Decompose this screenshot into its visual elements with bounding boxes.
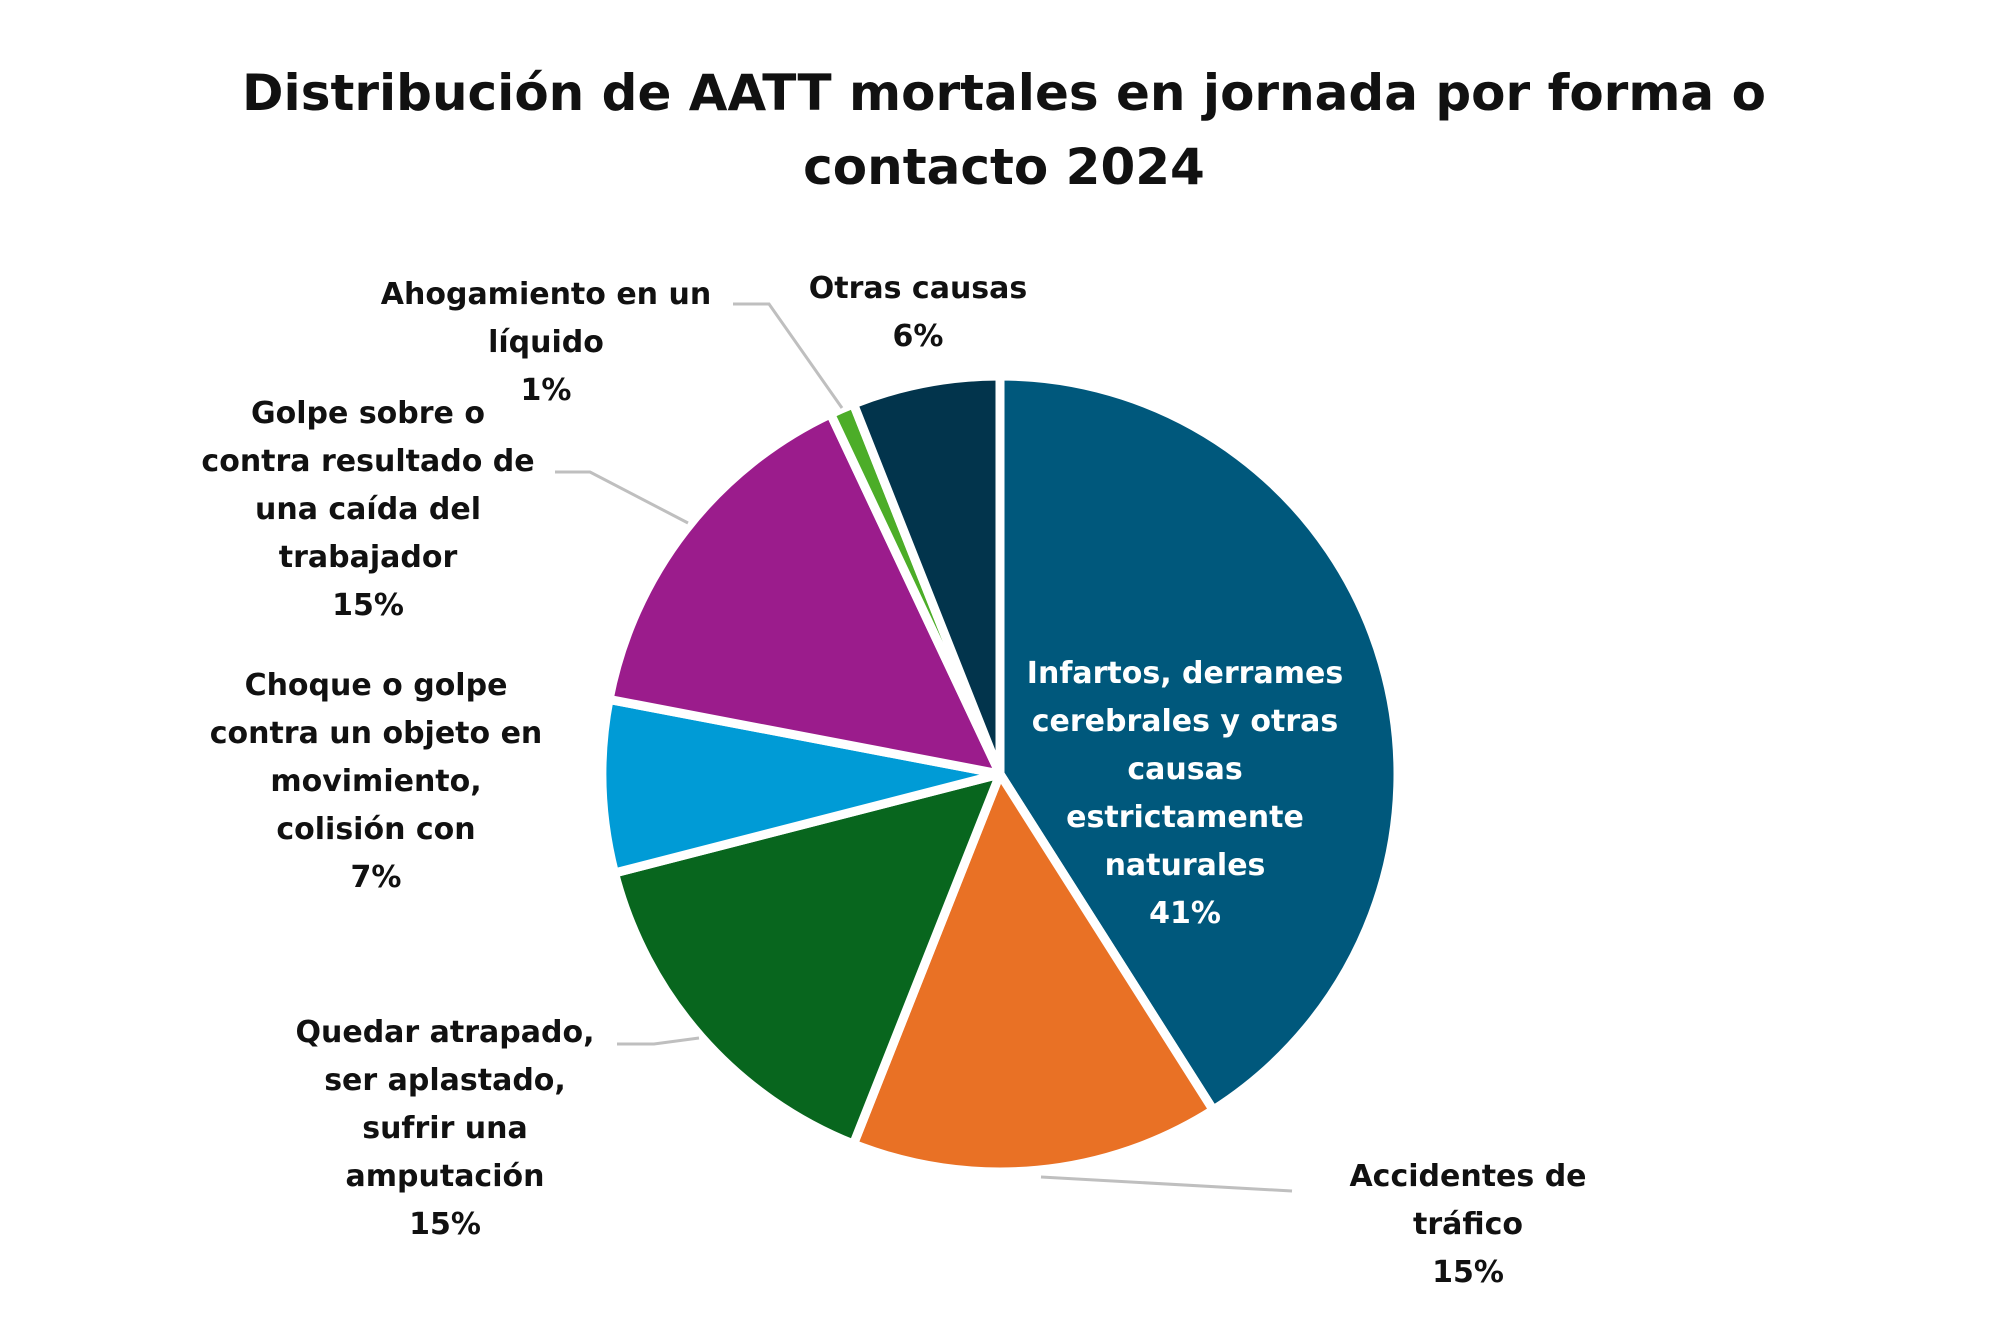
data-label-text: Ahogamiento en un xyxy=(381,277,711,312)
data-label: Golpe sobre o contra resultado de una caíd… xyxy=(201,396,534,623)
pie-slice[interactable] xyxy=(848,371,1005,779)
data-label-value: 41% xyxy=(1149,896,1221,931)
pie-slice[interactable] xyxy=(848,769,1218,1177)
leader-line xyxy=(1040,1175,1293,1193)
data-label-text: cerebrales y otras xyxy=(1032,704,1339,739)
pie-slice[interactable] xyxy=(604,409,1005,779)
data-label-text: amputación xyxy=(346,1159,545,1194)
data-label-value: 7% xyxy=(351,860,402,895)
data-label-text: una caída del xyxy=(255,492,481,527)
data-label-value: 6% xyxy=(893,319,944,354)
data-label-text: estrictamente xyxy=(1066,800,1304,835)
data-label: Otras causas 6% xyxy=(809,271,1028,354)
data-label: Choque o golpe contra un objeto en movimie… xyxy=(210,668,543,895)
data-label-value: 1% xyxy=(521,373,572,408)
data-label-text: Quedar atrapado, xyxy=(296,1015,595,1050)
data-label-text: contra un objeto en xyxy=(210,716,543,751)
data-label: Infartos, derrames cerebrales y otras caus… xyxy=(1027,656,1343,931)
chart-title-line: Distribución de AATT mortales en jornada… xyxy=(242,64,1766,122)
data-label-value: 15% xyxy=(409,1207,481,1242)
data-label-text: Otras causas xyxy=(809,271,1028,306)
data-label-text: Accidentes de xyxy=(1349,1159,1586,1194)
data-label-text: Infartos, derrames xyxy=(1027,656,1343,691)
data-labels: Infartos, derrames cerebrales y otras caus… xyxy=(201,271,1586,1290)
data-label-text: líquido xyxy=(488,325,604,360)
pie-slice[interactable] xyxy=(597,694,1005,878)
data-label-text: Choque o golpe xyxy=(245,668,508,703)
data-label-text: colisión con xyxy=(276,812,475,847)
data-label-text: sufrir una xyxy=(362,1111,528,1146)
data-label: Accidentes de tráfico 15% xyxy=(1349,1159,1586,1290)
chart-title: Distribución de AATT mortales en jornada… xyxy=(242,64,1766,196)
leader-line xyxy=(617,1036,700,1046)
pie-slice[interactable] xyxy=(610,769,1005,1149)
data-label-text: tráfico xyxy=(1413,1207,1523,1242)
data-label-text: trabajador xyxy=(279,540,458,575)
leader-line xyxy=(733,302,844,409)
data-label-text: movimiento, xyxy=(270,764,481,799)
data-label-text: naturales xyxy=(1105,848,1266,883)
data-label-text: contra resultado de xyxy=(201,444,534,479)
chart-title-line: contacto 2024 xyxy=(803,138,1205,196)
leader-lines xyxy=(555,302,1293,1193)
leader-line xyxy=(555,470,689,525)
data-label-value: 15% xyxy=(1432,1255,1504,1290)
data-label-text: Golpe sobre o xyxy=(251,396,485,431)
data-label: Quedar atrapado, ser aplastado, sufrir una… xyxy=(296,1015,595,1242)
data-label-value: 15% xyxy=(332,588,404,623)
data-label: Ahogamiento en un líquido 1% xyxy=(381,277,711,408)
data-label-text: causas xyxy=(1127,752,1242,787)
data-label-text: ser aplastado, xyxy=(324,1063,566,1098)
pie-slices xyxy=(597,371,1403,1177)
